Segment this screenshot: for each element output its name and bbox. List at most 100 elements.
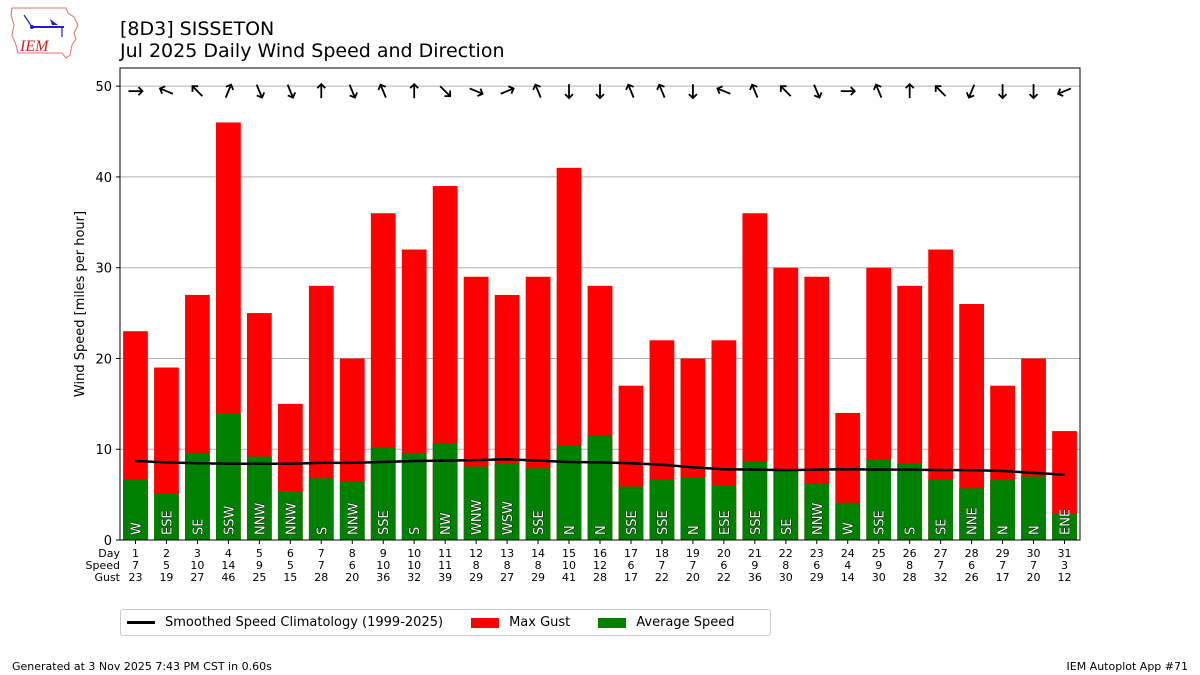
direction-label: W [842, 522, 857, 535]
speed-bar [618, 486, 644, 540]
legend-item-gust: Max Gust [471, 615, 570, 630]
x-gust-label: 25 [252, 571, 266, 584]
wind-arrow-icon [905, 82, 915, 99]
wind-arrow-icon [128, 86, 144, 96]
speed-bar [866, 459, 892, 540]
speed-bar [804, 483, 830, 540]
speed-bar [154, 493, 179, 540]
wind-arrow-icon [595, 84, 605, 100]
x-speed-label: 7 [937, 559, 944, 572]
table-row-label: Day [98, 547, 120, 560]
x-gust-label: 30 [779, 571, 793, 584]
speed-bar [401, 452, 427, 540]
x-speed-label: 7 [689, 559, 696, 572]
legend-label-climatology: Smoothed Speed Climatology (1999-2025) [165, 615, 444, 630]
x-speed-label: 8 [906, 559, 913, 572]
direction-label: SE [935, 519, 950, 535]
wind-arrow-icon [840, 86, 857, 96]
wind-arrow-icon [779, 85, 792, 97]
direction-label: N [1028, 525, 1043, 535]
x-gust-label: 27 [500, 571, 514, 584]
wind-arrow-icon [348, 84, 358, 99]
wind-arrow-icon [500, 85, 515, 95]
speed-bar [525, 468, 551, 540]
wind-arrow-icon [316, 82, 326, 99]
x-speed-label: 10 [190, 559, 204, 572]
speed-bar [928, 479, 954, 540]
direction-label: NNW [346, 503, 361, 535]
wind-arrow-icon [409, 82, 419, 99]
wind-arrow-icon [625, 83, 635, 98]
direction-label: ESE [718, 510, 733, 535]
logo-text: IEM [19, 38, 50, 55]
direction-label: N [563, 525, 578, 535]
direction-label: ENE [1059, 509, 1074, 535]
wind-arrow-icon [224, 83, 235, 98]
direction-label: SSE [873, 510, 888, 535]
wind-arrow-icon [813, 84, 823, 99]
table-row-label: Gust [94, 571, 120, 584]
speed-bar [711, 485, 737, 540]
x-gust-label: 26 [965, 571, 979, 584]
legend-speed-swatch [598, 617, 627, 628]
x-day-label: 29 [996, 547, 1010, 560]
direction-label: ESE [160, 510, 175, 535]
x-speed-label: 9 [751, 559, 758, 572]
direction-label: S [904, 527, 919, 535]
direction-label: S [408, 527, 423, 535]
direction-label: N [687, 525, 702, 535]
x-day-label: 24 [841, 547, 855, 560]
direction-label: NNW [253, 503, 268, 535]
speed-bar [494, 463, 520, 540]
x-day-label: 8 [349, 547, 356, 560]
x-speed-label: 6 [627, 559, 634, 572]
direction-label: SE [191, 519, 206, 535]
direction-label: NNW [811, 503, 826, 535]
direction-label: NNE [966, 507, 981, 535]
x-gust-label: 20 [345, 571, 359, 584]
x-day-label: 18 [655, 547, 669, 560]
x-gust-label: 20 [686, 571, 700, 584]
wind-arrow-icon [934, 85, 947, 97]
wind-arrow-icon [377, 83, 387, 98]
x-speed-label: 9 [875, 559, 882, 572]
x-day-label: 20 [717, 547, 731, 560]
speed-bar [1052, 513, 1077, 540]
wind-arrow-icon [469, 87, 484, 97]
speed-bar [897, 463, 923, 540]
speed-bar [990, 480, 1015, 540]
y-axis-label: Wind Speed [miles per hour] [73, 211, 88, 397]
wind-arrow-icon [749, 83, 759, 98]
speed-bar [835, 502, 861, 540]
x-gust-label: 19 [159, 571, 173, 584]
legend-gust-swatch [471, 617, 500, 628]
x-speed-label: 8 [473, 559, 480, 572]
x-gust-label: 28 [314, 571, 328, 584]
x-gust-label: 12 [1058, 571, 1072, 584]
table-row-label: Speed [86, 559, 120, 572]
x-day-label: 12 [469, 547, 483, 560]
speed-bar [246, 456, 272, 540]
x-day-label: 22 [779, 547, 793, 560]
direction-label: SSE [532, 510, 547, 535]
y-tick-label: 20 [95, 352, 112, 367]
wind-arrow-icon [191, 85, 204, 97]
x-day-label: 5 [256, 547, 263, 560]
direction-label: NNW [284, 503, 299, 535]
speed-bar [308, 478, 334, 540]
x-gust-label: 22 [655, 571, 669, 584]
x-speed-label: 8 [535, 559, 542, 572]
wind-arrow-icon [688, 84, 698, 100]
direction-label: SSE [656, 510, 671, 535]
x-speed-label: 8 [504, 559, 511, 572]
direction-label: NW [439, 512, 454, 535]
speed-bar [123, 479, 148, 540]
x-speed-label: 8 [782, 559, 789, 572]
speed-bar [587, 435, 613, 540]
wind-arrow-icon [873, 83, 883, 98]
x-speed-label: 7 [658, 559, 665, 572]
x-speed-label: 5 [163, 559, 170, 572]
speed-bar [432, 442, 458, 540]
wind-arrow-icon [965, 84, 976, 99]
